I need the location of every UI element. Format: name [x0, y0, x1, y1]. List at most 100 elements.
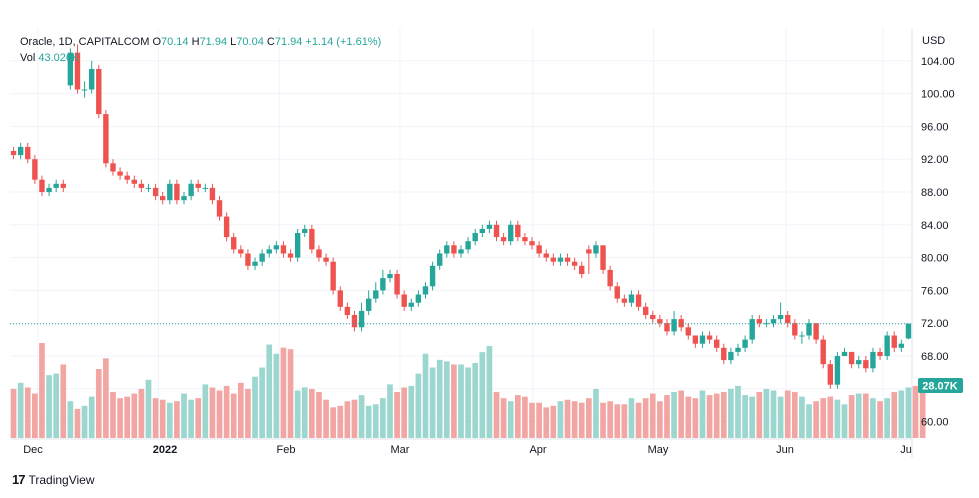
candle-body — [337, 290, 343, 307]
volume-bar — [145, 379, 152, 438]
candle — [103, 110, 109, 168]
candle-body — [323, 257, 329, 262]
volume-legend: Vol 43.026K — [20, 52, 79, 64]
volume-bar — [159, 399, 166, 438]
volume-bar — [408, 385, 415, 438]
volume-bar — [564, 399, 571, 438]
volume-bar — [728, 388, 734, 438]
volume-bar — [607, 401, 613, 438]
y-tick-label: 88.00 — [921, 187, 949, 199]
volume-bar — [287, 349, 294, 438]
candle — [642, 302, 649, 320]
volume-bar — [870, 398, 876, 438]
candle — [827, 360, 834, 389]
volume-bar — [110, 392, 116, 438]
candle — [60, 179, 66, 192]
volume-bars — [10, 343, 926, 438]
candle-body — [522, 237, 528, 242]
ohlc-legend: Oracle, 1D, CAPITALCOM O70.14 H71.94 L70… — [20, 35, 381, 49]
x-tick-label: 2022 — [153, 444, 177, 456]
volume-bar — [848, 395, 855, 438]
tradingview-logo-icon: 17 — [12, 472, 26, 487]
volume-bar — [862, 393, 869, 438]
candle — [245, 249, 251, 270]
volume-legend-label[interactable]: Vol — [20, 52, 36, 64]
candle — [380, 269, 386, 295]
candle — [856, 356, 862, 369]
brand-name: TradingView — [28, 472, 95, 487]
volume-bar — [95, 369, 102, 438]
candle-body — [373, 290, 379, 299]
candle — [444, 241, 450, 258]
candle — [834, 351, 841, 389]
candle — [848, 351, 855, 369]
candle-body — [10, 151, 17, 156]
candle-body — [81, 89, 88, 91]
candle-body — [799, 335, 805, 337]
candle — [515, 220, 521, 242]
candle-body — [216, 200, 223, 217]
open-value: 70.14 — [161, 36, 189, 48]
volume-bar — [103, 358, 109, 438]
volume-bar — [401, 387, 408, 438]
candle-body — [614, 286, 620, 299]
candle — [664, 319, 670, 336]
symbol-label[interactable]: Oracle, 1D, CAPITALCOM — [20, 36, 150, 48]
volume-bar — [188, 399, 194, 438]
candle — [728, 347, 734, 365]
volume-legend-value: 43.026K — [38, 52, 80, 64]
volume-bar — [131, 393, 138, 438]
volume-bar — [557, 401, 564, 438]
volume-bar — [181, 393, 187, 438]
candle — [721, 343, 727, 365]
candle-body — [564, 257, 571, 262]
volume-bar — [507, 401, 514, 438]
candle-body — [806, 323, 812, 336]
volume-bar — [415, 373, 422, 438]
close-label: C — [266, 36, 275, 48]
candle — [81, 81, 88, 98]
candle-body — [586, 249, 592, 254]
candle-body — [735, 347, 741, 352]
tradingview-brand[interactable]: 17 TradingView — [12, 472, 95, 487]
x-tick-label: Mar — [391, 444, 410, 456]
volume-bar — [855, 393, 862, 438]
candle-body — [579, 265, 585, 274]
candle — [259, 249, 265, 266]
candle — [543, 249, 549, 262]
volume-bar — [152, 398, 159, 438]
volume-bar — [301, 387, 308, 438]
volume-bar — [742, 395, 748, 438]
volume-bar — [813, 401, 819, 438]
candle-body — [444, 245, 450, 254]
volume-bar — [309, 388, 315, 438]
volume-bar — [60, 364, 67, 438]
candle — [564, 253, 571, 266]
candle-body — [124, 175, 130, 180]
candle — [422, 282, 429, 299]
candle — [628, 290, 635, 307]
candle-body — [728, 351, 734, 361]
candle — [451, 241, 457, 258]
volume-bar — [770, 390, 777, 438]
candle — [294, 228, 301, 262]
candle-body — [39, 179, 45, 192]
candle — [735, 343, 741, 356]
candle-body — [713, 339, 720, 348]
candle — [181, 192, 187, 205]
candle — [522, 233, 528, 246]
volume-bar — [593, 388, 599, 438]
candle-body — [167, 183, 173, 201]
volume-bar — [699, 390, 706, 438]
candle — [17, 142, 24, 160]
candle — [898, 339, 905, 352]
candle — [635, 290, 642, 311]
volume-bar — [372, 404, 379, 438]
volume-bar — [834, 399, 841, 438]
volume-bar — [486, 346, 493, 438]
candle — [266, 245, 272, 258]
currency-label[interactable]: USD — [922, 35, 946, 47]
candle — [408, 298, 414, 311]
candle — [216, 196, 223, 221]
